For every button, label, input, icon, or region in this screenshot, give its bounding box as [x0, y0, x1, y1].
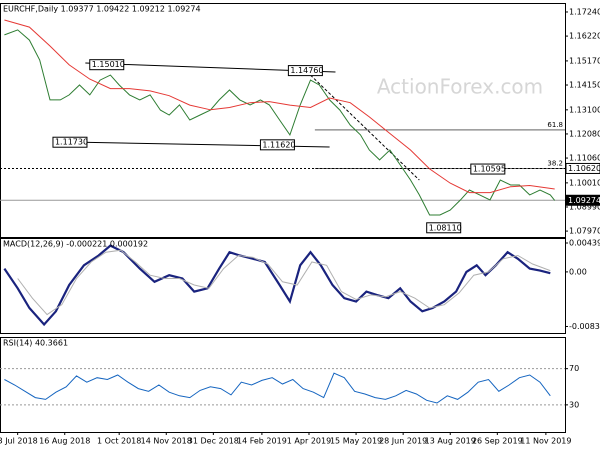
price-label: 1.10595: [473, 165, 506, 174]
y-tick-label: 30: [569, 400, 579, 409]
price-label: 1.08110: [429, 223, 462, 232]
x-tick-label: 1 Apr 2019: [287, 437, 331, 446]
x-tick-label: 28 Jun 2019: [379, 437, 427, 446]
x-tick-label: 14 Nov 2018: [141, 437, 192, 446]
series-line: [3, 244, 551, 327]
panel-title: MACD(12,26,9) -0.000221 0.000192: [3, 240, 148, 249]
price-box: [426, 222, 462, 234]
panel-title: RSI(14) 40.3661: [3, 339, 68, 348]
level-label: 1.09274: [568, 196, 600, 205]
price-box: [470, 163, 506, 175]
y-tick-label: 1.10010: [569, 178, 600, 187]
level-box: [565, 194, 600, 206]
y-tick-label: 0.00: [569, 267, 587, 276]
price-box: [89, 59, 125, 71]
x-tick-label: 13 Aug 2019: [425, 437, 476, 446]
y-tick-label: 70: [569, 364, 579, 373]
series-line: [4, 372, 551, 404]
x-tick-label: 1 Oct 2018: [97, 437, 141, 446]
series-line: [17, 249, 551, 316]
y-tick-label: 1.08990: [569, 202, 600, 211]
price-label: 1.11730: [55, 138, 88, 147]
y-tick-label: -0.008306: [569, 322, 600, 331]
series-line: [4, 19, 555, 194]
fib-label: 61.8: [547, 121, 563, 129]
level-label: 1.10620: [568, 164, 600, 173]
y-tick-label: 1.07970: [569, 227, 600, 236]
y-tick-label: 1.11060: [569, 154, 600, 163]
panel-frame: [0, 3, 566, 238]
y-tick-label: 1.17240: [569, 7, 600, 16]
price-box: [287, 65, 323, 77]
price-label: 1.15010: [92, 60, 125, 69]
x-tick-label: 11 Nov 2019: [520, 437, 571, 446]
panel-frame: [0, 337, 566, 433]
price-label: 1.11620: [262, 140, 295, 149]
x-tick-label: 26 Sep 2019: [472, 437, 523, 446]
panel-title: EURCHF,Daily 1.09377 1.09422 1.09212 1.0…: [3, 5, 201, 14]
y-tick-label: 1.15170: [569, 56, 600, 65]
y-tick-label: 1.16220: [569, 32, 600, 41]
x-tick-label: 16 Aug 2018: [39, 437, 90, 446]
level-box: [565, 162, 600, 174]
x-tick-label: 15 May 2019: [330, 437, 382, 446]
fib-label: 38.2: [547, 159, 563, 167]
y-tick-label: 1.12080: [569, 129, 600, 138]
x-tick-label: 3 Jul 2018: [0, 437, 38, 446]
series-line: [4, 29, 556, 216]
watermark: ActionForex.com: [377, 75, 543, 99]
panel-frame: [0, 238, 566, 334]
price-box: [52, 136, 88, 148]
y-tick-label: 0.004398: [569, 239, 600, 248]
price-box: [259, 139, 295, 151]
x-tick-label: 31 Dec 2018: [188, 437, 239, 446]
x-tick-label: 14 Feb 2019: [237, 437, 287, 446]
y-tick-label: 1.14150: [569, 81, 600, 90]
trendline: [310, 74, 420, 181]
price-label: 1.14760: [290, 66, 323, 75]
y-tick-label: 1.13100: [569, 105, 600, 114]
